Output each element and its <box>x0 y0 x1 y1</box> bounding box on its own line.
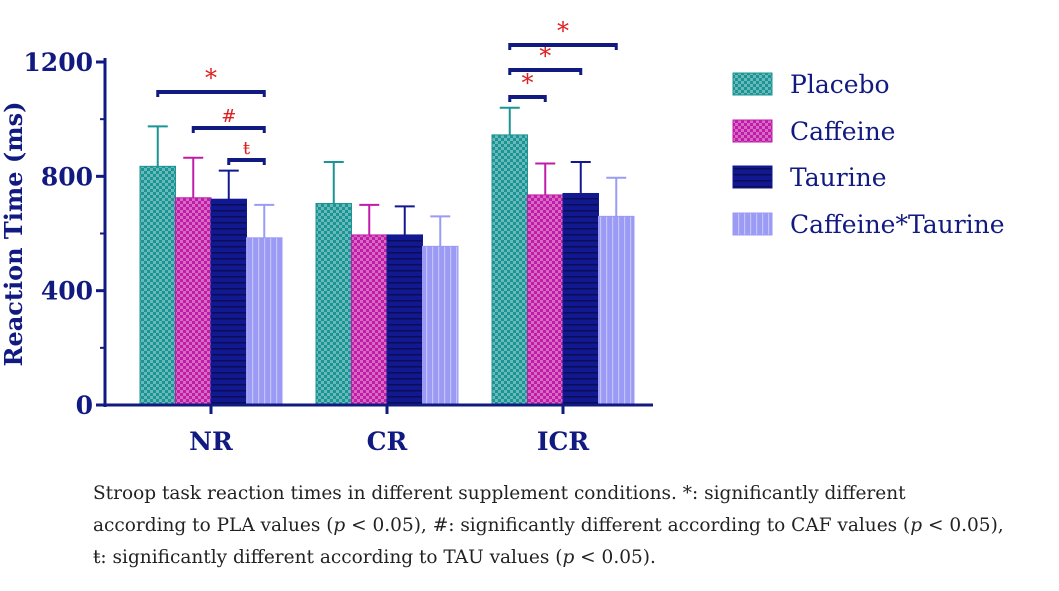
bar-nr-taurine <box>210 198 247 406</box>
x-tick-label-nr: NR <box>189 427 233 456</box>
significance-bracket-nr-0: * <box>156 64 266 97</box>
bar-icr-caffeine <box>527 194 564 406</box>
legend-swatch <box>732 72 773 96</box>
legend-label: Placebo <box>790 70 890 99</box>
significance-bracket-icr-5: * <box>508 17 618 50</box>
bar-icr-caffeine-taurine <box>598 215 635 406</box>
significance-bracket-icr-3: * <box>508 69 547 102</box>
bar-cr-taurine <box>386 234 423 406</box>
legend: Placebo Caffeine Taurine Caffeine*Taurine <box>732 70 1005 239</box>
caption-line-3: ŧ: significantly different according to … <box>93 547 656 568</box>
error-bar-nr-3 <box>254 203 275 238</box>
error-bar-cr-0 <box>323 161 344 204</box>
significance-bracket-nr-2: ŧ <box>227 138 266 165</box>
error-bar-nr-1 <box>183 156 204 198</box>
y-axis-label: Reaction Time (ms) <box>0 101 28 366</box>
error-bar-icr-0 <box>499 106 520 135</box>
legend-item-caffeine-taurine: Caffeine*Taurine <box>732 210 1005 239</box>
error-bar-icr-2 <box>570 161 591 194</box>
significance-symbol: * <box>539 42 551 70</box>
x-tick-label-cr: CR <box>367 427 408 456</box>
bar-icr-taurine <box>562 192 599 406</box>
bar-cr-caffeine <box>351 234 388 406</box>
bar-cr-placebo <box>315 202 352 406</box>
significance-symbol: # <box>221 106 236 127</box>
bar-icr-placebo <box>491 134 528 406</box>
y-tick-label: 0 <box>76 391 93 420</box>
bar-nr-caffeine <box>175 197 212 406</box>
error-bars-layer <box>147 106 627 247</box>
error-bar-cr-3 <box>430 215 451 247</box>
y-tick-label: 1200 <box>23 48 93 77</box>
error-bar-cr-2 <box>394 205 415 235</box>
bars-layer <box>139 134 635 406</box>
significance-symbol: * <box>205 64 217 92</box>
error-bar-icr-3 <box>606 176 627 217</box>
legend-swatch <box>732 212 773 236</box>
significance-symbol: * <box>557 17 569 45</box>
significance-layer: *#ŧ*** <box>156 17 618 165</box>
significance-bracket-icr-4: * <box>508 42 583 75</box>
caption-line-2: according to PLA values (p < 0.05), #: s… <box>93 515 1004 536</box>
x-tick-label-icr: ICR <box>537 427 590 456</box>
bar-nr-placebo <box>139 165 176 406</box>
legend-label: Caffeine <box>790 117 895 146</box>
error-bar-icr-1 <box>535 162 556 195</box>
legend-swatch <box>732 119 773 143</box>
error-bar-nr-2 <box>218 169 239 200</box>
figure-caption: Stroop task reaction times in different … <box>93 478 1053 574</box>
legend-label: Caffeine*Taurine <box>790 210 1005 239</box>
legend-item-caffeine: Caffeine <box>732 117 895 146</box>
bar-nr-caffeine-taurine <box>246 237 283 406</box>
legend-swatch <box>732 165 773 189</box>
y-tick-label: 400 <box>41 277 93 306</box>
error-bar-nr-0 <box>147 125 168 167</box>
bar-cr-caffeine-taurine <box>422 245 459 406</box>
caption-line-1: Stroop task reaction times in different … <box>93 483 906 504</box>
y-tick-label: 800 <box>41 162 93 191</box>
significance-symbol: * <box>522 69 534 97</box>
legend-item-taurine: Taurine <box>732 163 887 192</box>
legend-label: Taurine <box>790 163 887 192</box>
axes-layer: 0 400 800 1200 NR CR ICR Reaction Time (ms) <box>0 48 653 456</box>
legend-item-placebo: Placebo <box>732 70 890 99</box>
significance-symbol: ŧ <box>243 138 251 159</box>
significance-bracket-nr-1: # <box>191 106 266 133</box>
error-bar-cr-1 <box>359 203 380 235</box>
